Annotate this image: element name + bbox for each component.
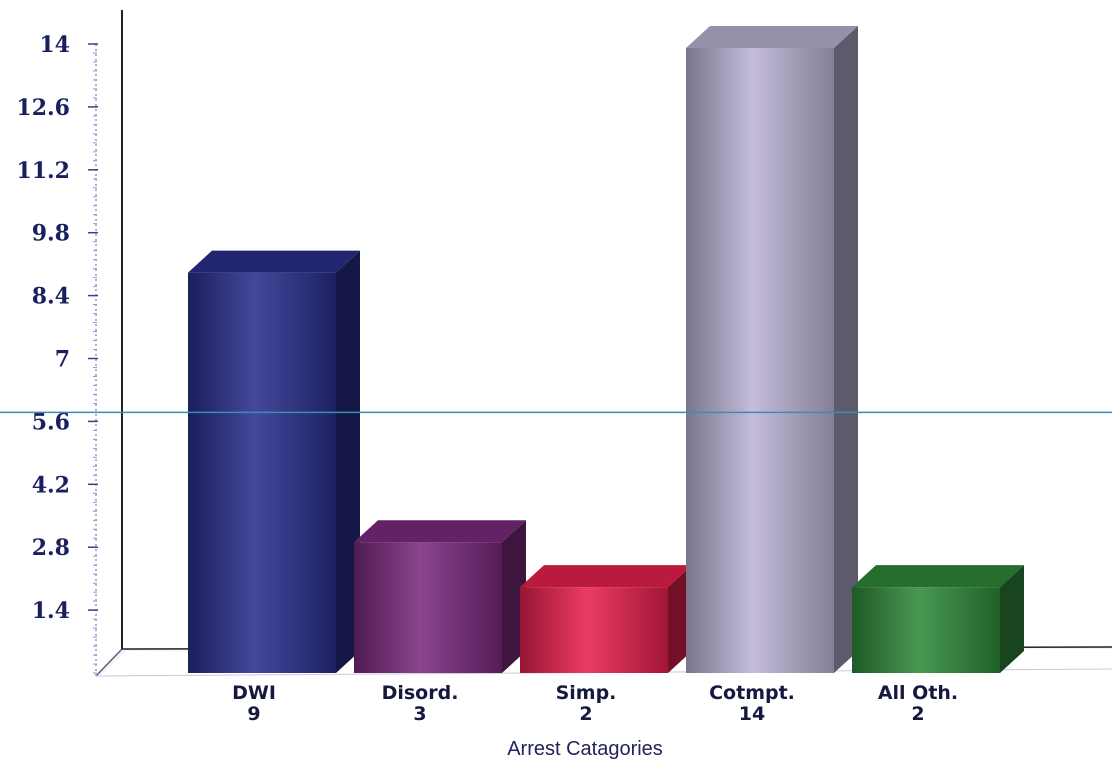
y-tick-label: 7 xyxy=(55,347,70,373)
bar-front xyxy=(686,48,834,673)
bar-front xyxy=(520,587,668,673)
bar-front xyxy=(852,587,1000,673)
bar-top xyxy=(188,250,360,273)
bar-front xyxy=(188,272,336,673)
x-category-label: Simp. xyxy=(556,682,617,704)
x-value-label: 2 xyxy=(579,703,592,725)
bar-top xyxy=(852,565,1024,588)
x-value-label: 2 xyxy=(911,703,924,725)
bar-disord xyxy=(354,520,526,673)
x-value-label: 3 xyxy=(413,703,426,725)
bar-top xyxy=(686,26,858,48)
chart-bars xyxy=(188,26,1024,673)
y-tick-label: 5.6 xyxy=(32,409,70,435)
bar-simp xyxy=(520,565,692,673)
bar-cotmpt xyxy=(686,26,858,673)
chart-axes: 1.4 2.8 4.2 5.6 7 8.4 9.8 11.2 12.6 14 xyxy=(16,10,123,676)
x-axis-title: Arrest Catagories xyxy=(507,738,663,760)
x-value-label: 9 xyxy=(247,703,260,725)
x-category-label: Disord. xyxy=(382,682,459,704)
bar-side xyxy=(1000,565,1024,673)
x-category-label: DWI xyxy=(232,682,276,704)
bar-top xyxy=(520,565,692,588)
y-tick-label: 1.4 xyxy=(32,598,70,624)
bar-top xyxy=(354,520,526,543)
y-tick-label: 4.2 xyxy=(32,472,70,498)
bar-all-oth xyxy=(852,565,1024,673)
x-category-label: Cotmpt. xyxy=(709,682,795,704)
bar-side xyxy=(834,26,858,673)
y-tick-label: 9.8 xyxy=(32,221,70,247)
floor-edge-left xyxy=(95,648,123,677)
y-tick-label: 12.6 xyxy=(16,95,70,121)
y-tick-label: 2.8 xyxy=(32,535,70,561)
y-tick-label: 8.4 xyxy=(32,284,70,310)
y-tick-label: 11.2 xyxy=(16,158,70,184)
bar-dwi xyxy=(188,250,360,673)
x-category-label: All Oth. xyxy=(878,682,958,704)
y-tick-label: 14 xyxy=(39,32,70,58)
bar-front xyxy=(354,542,502,673)
x-value-label: 14 xyxy=(739,703,765,725)
